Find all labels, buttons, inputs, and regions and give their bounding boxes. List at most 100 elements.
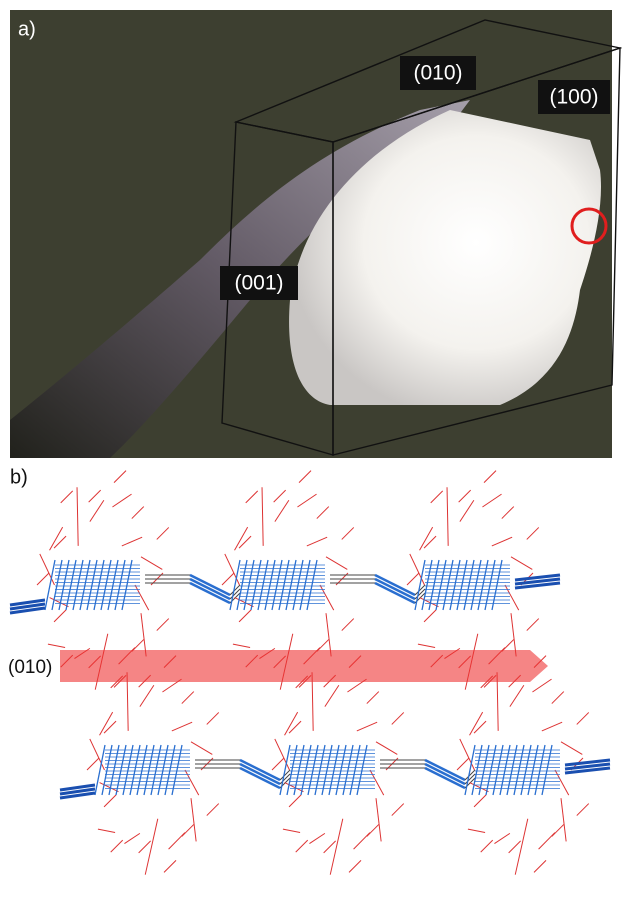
bond xyxy=(474,721,486,733)
bond xyxy=(37,573,49,585)
bond xyxy=(392,712,404,724)
bond xyxy=(87,758,99,770)
bond xyxy=(342,619,354,631)
bond xyxy=(357,722,377,731)
bond xyxy=(141,557,162,570)
bond xyxy=(320,585,334,610)
bond xyxy=(139,841,151,853)
panel-label: b) xyxy=(10,466,28,488)
bond xyxy=(48,644,65,647)
bond xyxy=(502,639,514,651)
bond xyxy=(470,712,483,735)
bond xyxy=(510,685,524,706)
bond xyxy=(135,585,149,610)
bond xyxy=(509,841,521,853)
bond xyxy=(424,610,436,622)
figure: a) (010) (100) (001) b) (010) xyxy=(0,0,622,910)
bond xyxy=(50,527,63,550)
bond xyxy=(240,764,280,784)
bond xyxy=(552,692,564,704)
bond xyxy=(309,833,324,843)
bond xyxy=(191,742,212,755)
bond xyxy=(297,494,316,507)
bond xyxy=(100,712,113,735)
bond xyxy=(262,487,263,546)
bond xyxy=(239,536,251,548)
bond xyxy=(185,770,199,795)
face-label: (001) xyxy=(234,272,283,295)
bond xyxy=(330,819,343,875)
bond xyxy=(494,833,509,843)
bond xyxy=(54,536,66,548)
bond xyxy=(460,500,474,521)
bond xyxy=(157,619,169,631)
bond xyxy=(425,764,465,784)
bond xyxy=(54,610,66,622)
face-label: (100) xyxy=(549,86,598,109)
bond xyxy=(532,679,551,692)
bond xyxy=(349,860,361,872)
bond xyxy=(457,758,469,770)
bond xyxy=(324,841,336,853)
bond xyxy=(392,804,404,816)
bond xyxy=(89,490,101,502)
bond xyxy=(534,860,546,872)
bond xyxy=(577,712,589,724)
bond xyxy=(172,722,192,731)
bond xyxy=(431,491,443,503)
bond xyxy=(511,613,516,656)
bond xyxy=(299,471,311,483)
bond xyxy=(122,537,142,546)
bond xyxy=(552,824,564,836)
bond xyxy=(207,804,219,816)
bond xyxy=(474,795,486,807)
bond xyxy=(326,613,331,656)
bond xyxy=(354,833,370,850)
bond xyxy=(275,500,289,521)
bond xyxy=(367,692,379,704)
bond xyxy=(222,573,234,585)
bond xyxy=(468,829,485,832)
face-label: (010) xyxy=(413,62,462,85)
bond xyxy=(289,721,301,733)
bond xyxy=(447,487,448,546)
bond xyxy=(182,692,194,704)
bond xyxy=(367,824,379,836)
bond xyxy=(484,471,496,483)
bond xyxy=(542,722,562,731)
bond xyxy=(132,639,144,651)
bond xyxy=(370,770,384,795)
bond xyxy=(561,798,566,841)
bond xyxy=(164,860,176,872)
bond xyxy=(246,491,258,503)
bond xyxy=(502,507,514,519)
plane-label: (010) xyxy=(8,657,52,678)
bond xyxy=(90,500,104,521)
bond xyxy=(61,491,73,503)
bond xyxy=(482,494,501,507)
bond xyxy=(539,833,555,850)
bond xyxy=(274,490,286,502)
bond xyxy=(77,487,78,546)
bond xyxy=(527,527,539,539)
bond xyxy=(325,685,339,706)
bond xyxy=(190,579,230,599)
bond xyxy=(272,758,284,770)
bond xyxy=(191,798,196,841)
bond xyxy=(342,527,354,539)
bond xyxy=(511,557,532,570)
bond xyxy=(424,536,436,548)
bond xyxy=(459,490,471,502)
bond xyxy=(527,619,539,631)
bond xyxy=(104,795,116,807)
bond xyxy=(296,840,308,852)
bond xyxy=(375,579,415,599)
bond xyxy=(114,471,126,483)
bond xyxy=(418,644,435,647)
panel-label: a) xyxy=(18,18,36,40)
bond xyxy=(289,795,301,807)
bond xyxy=(561,742,582,755)
bond xyxy=(141,613,146,656)
bond xyxy=(376,798,381,841)
bond xyxy=(132,507,144,519)
